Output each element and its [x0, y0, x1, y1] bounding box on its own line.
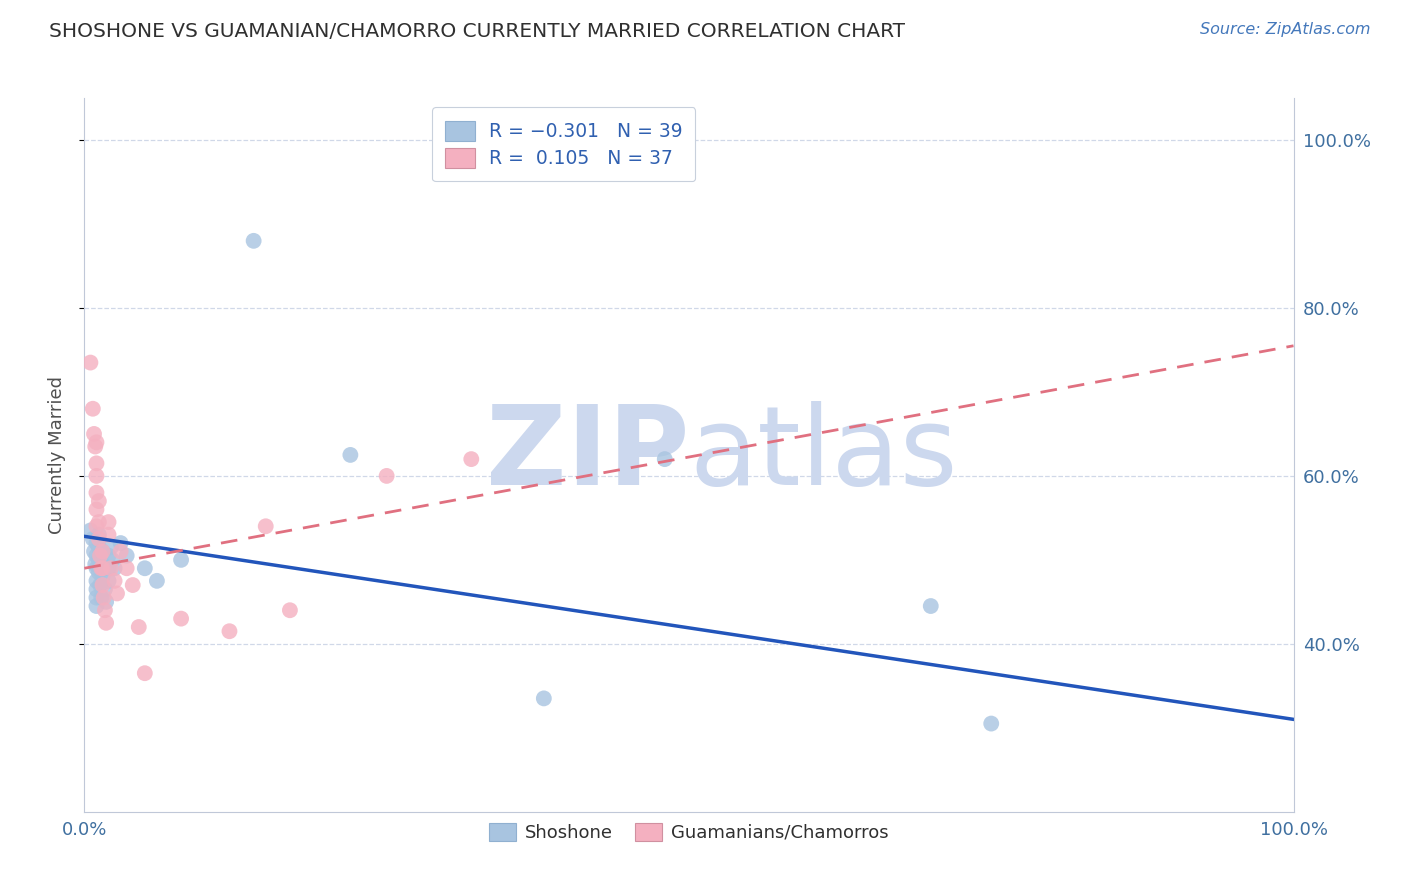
Point — [86, 502, 108, 516]
Point — [97, 549, 120, 563]
Point — [460, 452, 482, 467]
Point — [654, 452, 676, 467]
Point — [84, 440, 107, 454]
Y-axis label: Currently Married: Currently Married — [48, 376, 66, 534]
Point — [93, 591, 115, 605]
Point — [134, 561, 156, 575]
Point — [86, 574, 108, 588]
Point — [86, 469, 108, 483]
Point — [87, 515, 110, 529]
Point — [91, 557, 114, 571]
Point — [91, 544, 114, 558]
Point — [94, 603, 117, 617]
Point — [97, 515, 120, 529]
Point — [86, 485, 108, 500]
Point — [82, 532, 104, 546]
Point — [86, 561, 108, 575]
Point — [104, 561, 127, 575]
Point — [121, 578, 143, 592]
Point — [87, 541, 110, 555]
Text: ZIP: ZIP — [485, 401, 689, 508]
Point — [146, 574, 169, 588]
Point — [91, 578, 114, 592]
Point — [89, 549, 111, 563]
Point — [980, 716, 1002, 731]
Point — [97, 574, 120, 588]
Point — [110, 536, 132, 550]
Point — [90, 561, 112, 575]
Point — [115, 561, 138, 575]
Point — [86, 549, 108, 563]
Point — [110, 544, 132, 558]
Point — [87, 553, 110, 567]
Point — [86, 582, 108, 597]
Point — [920, 599, 942, 613]
Point — [100, 541, 122, 555]
Point — [87, 566, 110, 580]
Point — [134, 666, 156, 681]
Point — [83, 544, 105, 558]
Point — [86, 599, 108, 613]
Point — [86, 519, 108, 533]
Point — [94, 582, 117, 597]
Point — [89, 578, 111, 592]
Point — [101, 553, 124, 567]
Point — [170, 553, 193, 567]
Point — [79, 524, 101, 538]
Point — [339, 448, 361, 462]
Text: SHOSHONE VS GUAMANIAN/CHAMORRO CURRENTLY MARRIED CORRELATION CHART: SHOSHONE VS GUAMANIAN/CHAMORRO CURRENTLY… — [49, 22, 905, 41]
Point — [105, 586, 128, 600]
Point — [254, 519, 277, 533]
Point — [82, 401, 104, 416]
Point — [84, 557, 107, 571]
Point — [278, 603, 301, 617]
Point — [91, 569, 114, 583]
Point — [86, 435, 108, 450]
Point — [86, 591, 108, 605]
Legend: Shoshone, Guamanians/Chamorros: Shoshone, Guamanians/Chamorros — [482, 815, 896, 849]
Point — [90, 591, 112, 605]
Point — [87, 527, 110, 541]
Point — [100, 561, 122, 575]
Point — [83, 426, 105, 441]
Point — [79, 355, 101, 369]
Point — [97, 527, 120, 541]
Point — [97, 561, 120, 575]
Point — [86, 536, 108, 550]
Point — [94, 615, 117, 630]
Point — [94, 595, 117, 609]
Point — [533, 691, 555, 706]
Text: atlas: atlas — [689, 401, 957, 508]
Point — [375, 469, 398, 483]
Point — [115, 549, 138, 563]
Point — [87, 532, 110, 546]
Point — [218, 624, 240, 639]
Point — [128, 620, 150, 634]
Point — [87, 494, 110, 508]
Point — [104, 574, 127, 588]
Point — [242, 234, 264, 248]
Point — [170, 612, 193, 626]
Text: Source: ZipAtlas.com: Source: ZipAtlas.com — [1201, 22, 1371, 37]
Point — [91, 561, 114, 575]
Point — [91, 544, 114, 558]
Point — [86, 456, 108, 470]
